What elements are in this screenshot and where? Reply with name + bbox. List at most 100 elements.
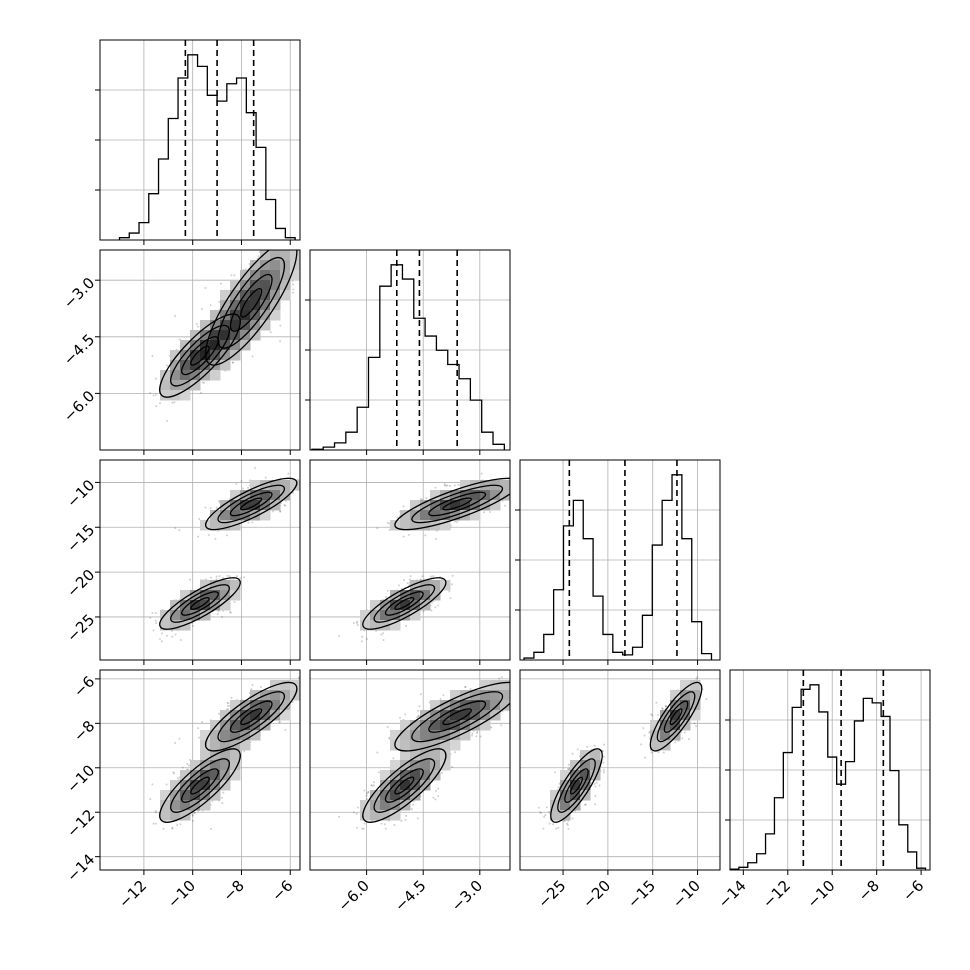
density-cell [240, 500, 251, 511]
scatter-point [434, 486, 437, 489]
scatter-group [338, 472, 515, 643]
density-cell [160, 390, 171, 401]
scatter-point [197, 535, 200, 538]
scatter-point [196, 325, 199, 328]
density-cell [200, 730, 211, 741]
density-cell [380, 770, 391, 781]
scatter-point [483, 511, 486, 514]
density-cell [180, 600, 191, 611]
density-cell [230, 350, 241, 361]
density-cell [470, 490, 481, 501]
scatter-point [437, 794, 440, 797]
density-cell [210, 330, 221, 341]
density-cell [230, 700, 241, 711]
scatter-point [362, 827, 365, 830]
scatter-point [247, 521, 250, 524]
scatter-point [235, 482, 238, 485]
scatter-point [251, 683, 254, 686]
density-cell [180, 790, 191, 801]
contour-line [190, 345, 210, 366]
density-cell [250, 270, 261, 281]
scatter-point [209, 507, 212, 510]
density-cell [430, 580, 441, 591]
scatter-point [446, 484, 449, 487]
scatter-point [154, 822, 157, 825]
scatter-point [451, 765, 454, 768]
scatter-point [229, 611, 232, 614]
density-cell [230, 590, 241, 601]
scatter-point [201, 381, 204, 384]
panel-2-2 [515, 459, 721, 665]
scatter-point [361, 827, 364, 830]
density-cell [270, 490, 281, 501]
scatter-point [448, 590, 451, 593]
scatter-point [297, 228, 299, 230]
density-cell [230, 330, 241, 341]
density-cell [230, 290, 241, 301]
density-cell [440, 520, 451, 531]
scatter-point [419, 693, 422, 696]
density-cell [230, 320, 241, 331]
scatter-point [352, 621, 355, 624]
panel-1-0: −6.0−4.5−3.0 [60, 228, 309, 455]
scatter-point [291, 247, 293, 249]
scatter-point [410, 808, 413, 811]
density-cell [180, 800, 191, 811]
scatter-point [176, 823, 179, 826]
density-cell [200, 330, 211, 341]
density-cell [440, 510, 451, 521]
scatter-point [475, 731, 478, 734]
contour-line [190, 776, 210, 795]
scatter-point [307, 273, 309, 275]
scatter-point [386, 589, 389, 592]
density-cell [490, 500, 501, 511]
scatter-point [151, 783, 154, 786]
scatter-point [402, 505, 405, 508]
scatter-point [292, 291, 295, 294]
scatter-point [356, 620, 359, 623]
scatter-point [429, 575, 432, 578]
scatter-point [404, 818, 407, 821]
density-cell [200, 340, 211, 351]
scatter-point [451, 574, 454, 577]
density-cell [260, 490, 271, 501]
scatter-point [367, 791, 370, 794]
scatter-point [434, 798, 437, 801]
density-cell [380, 620, 391, 631]
scatter-point [279, 510, 282, 513]
density-cell [290, 250, 300, 261]
scatter-point [382, 632, 385, 635]
density-cell [210, 770, 221, 781]
scatter-point [396, 516, 399, 519]
scatter-group [149, 228, 309, 422]
density-cell [370, 800, 381, 811]
contour-line [159, 748, 241, 823]
scatter-point [265, 246, 267, 248]
scatter-point [152, 629, 155, 632]
scatter-point [522, 700, 524, 702]
scatter-point [512, 709, 514, 711]
y-tick-label: −20 [63, 566, 98, 601]
density-cell [360, 810, 371, 821]
contour-line [217, 691, 286, 743]
scatter-point [215, 506, 218, 509]
scatter-point [230, 274, 233, 277]
scatter-point [200, 391, 203, 394]
density-cell [180, 590, 191, 601]
scatter-point [439, 697, 442, 700]
scatter-point [291, 283, 294, 286]
scatter-point [218, 300, 221, 303]
scatter-point [382, 638, 385, 641]
scatter-point [513, 493, 515, 495]
density-cell [200, 360, 211, 371]
scatter-point [388, 522, 391, 525]
scatter-point [392, 757, 395, 760]
density-cell [410, 500, 421, 511]
density-cell [480, 500, 491, 511]
scatter-point [149, 392, 152, 395]
scatter-point [173, 772, 176, 775]
density-cell [410, 520, 421, 531]
contour-line [428, 491, 487, 517]
density-cell [190, 600, 201, 611]
contour-line [384, 591, 424, 616]
